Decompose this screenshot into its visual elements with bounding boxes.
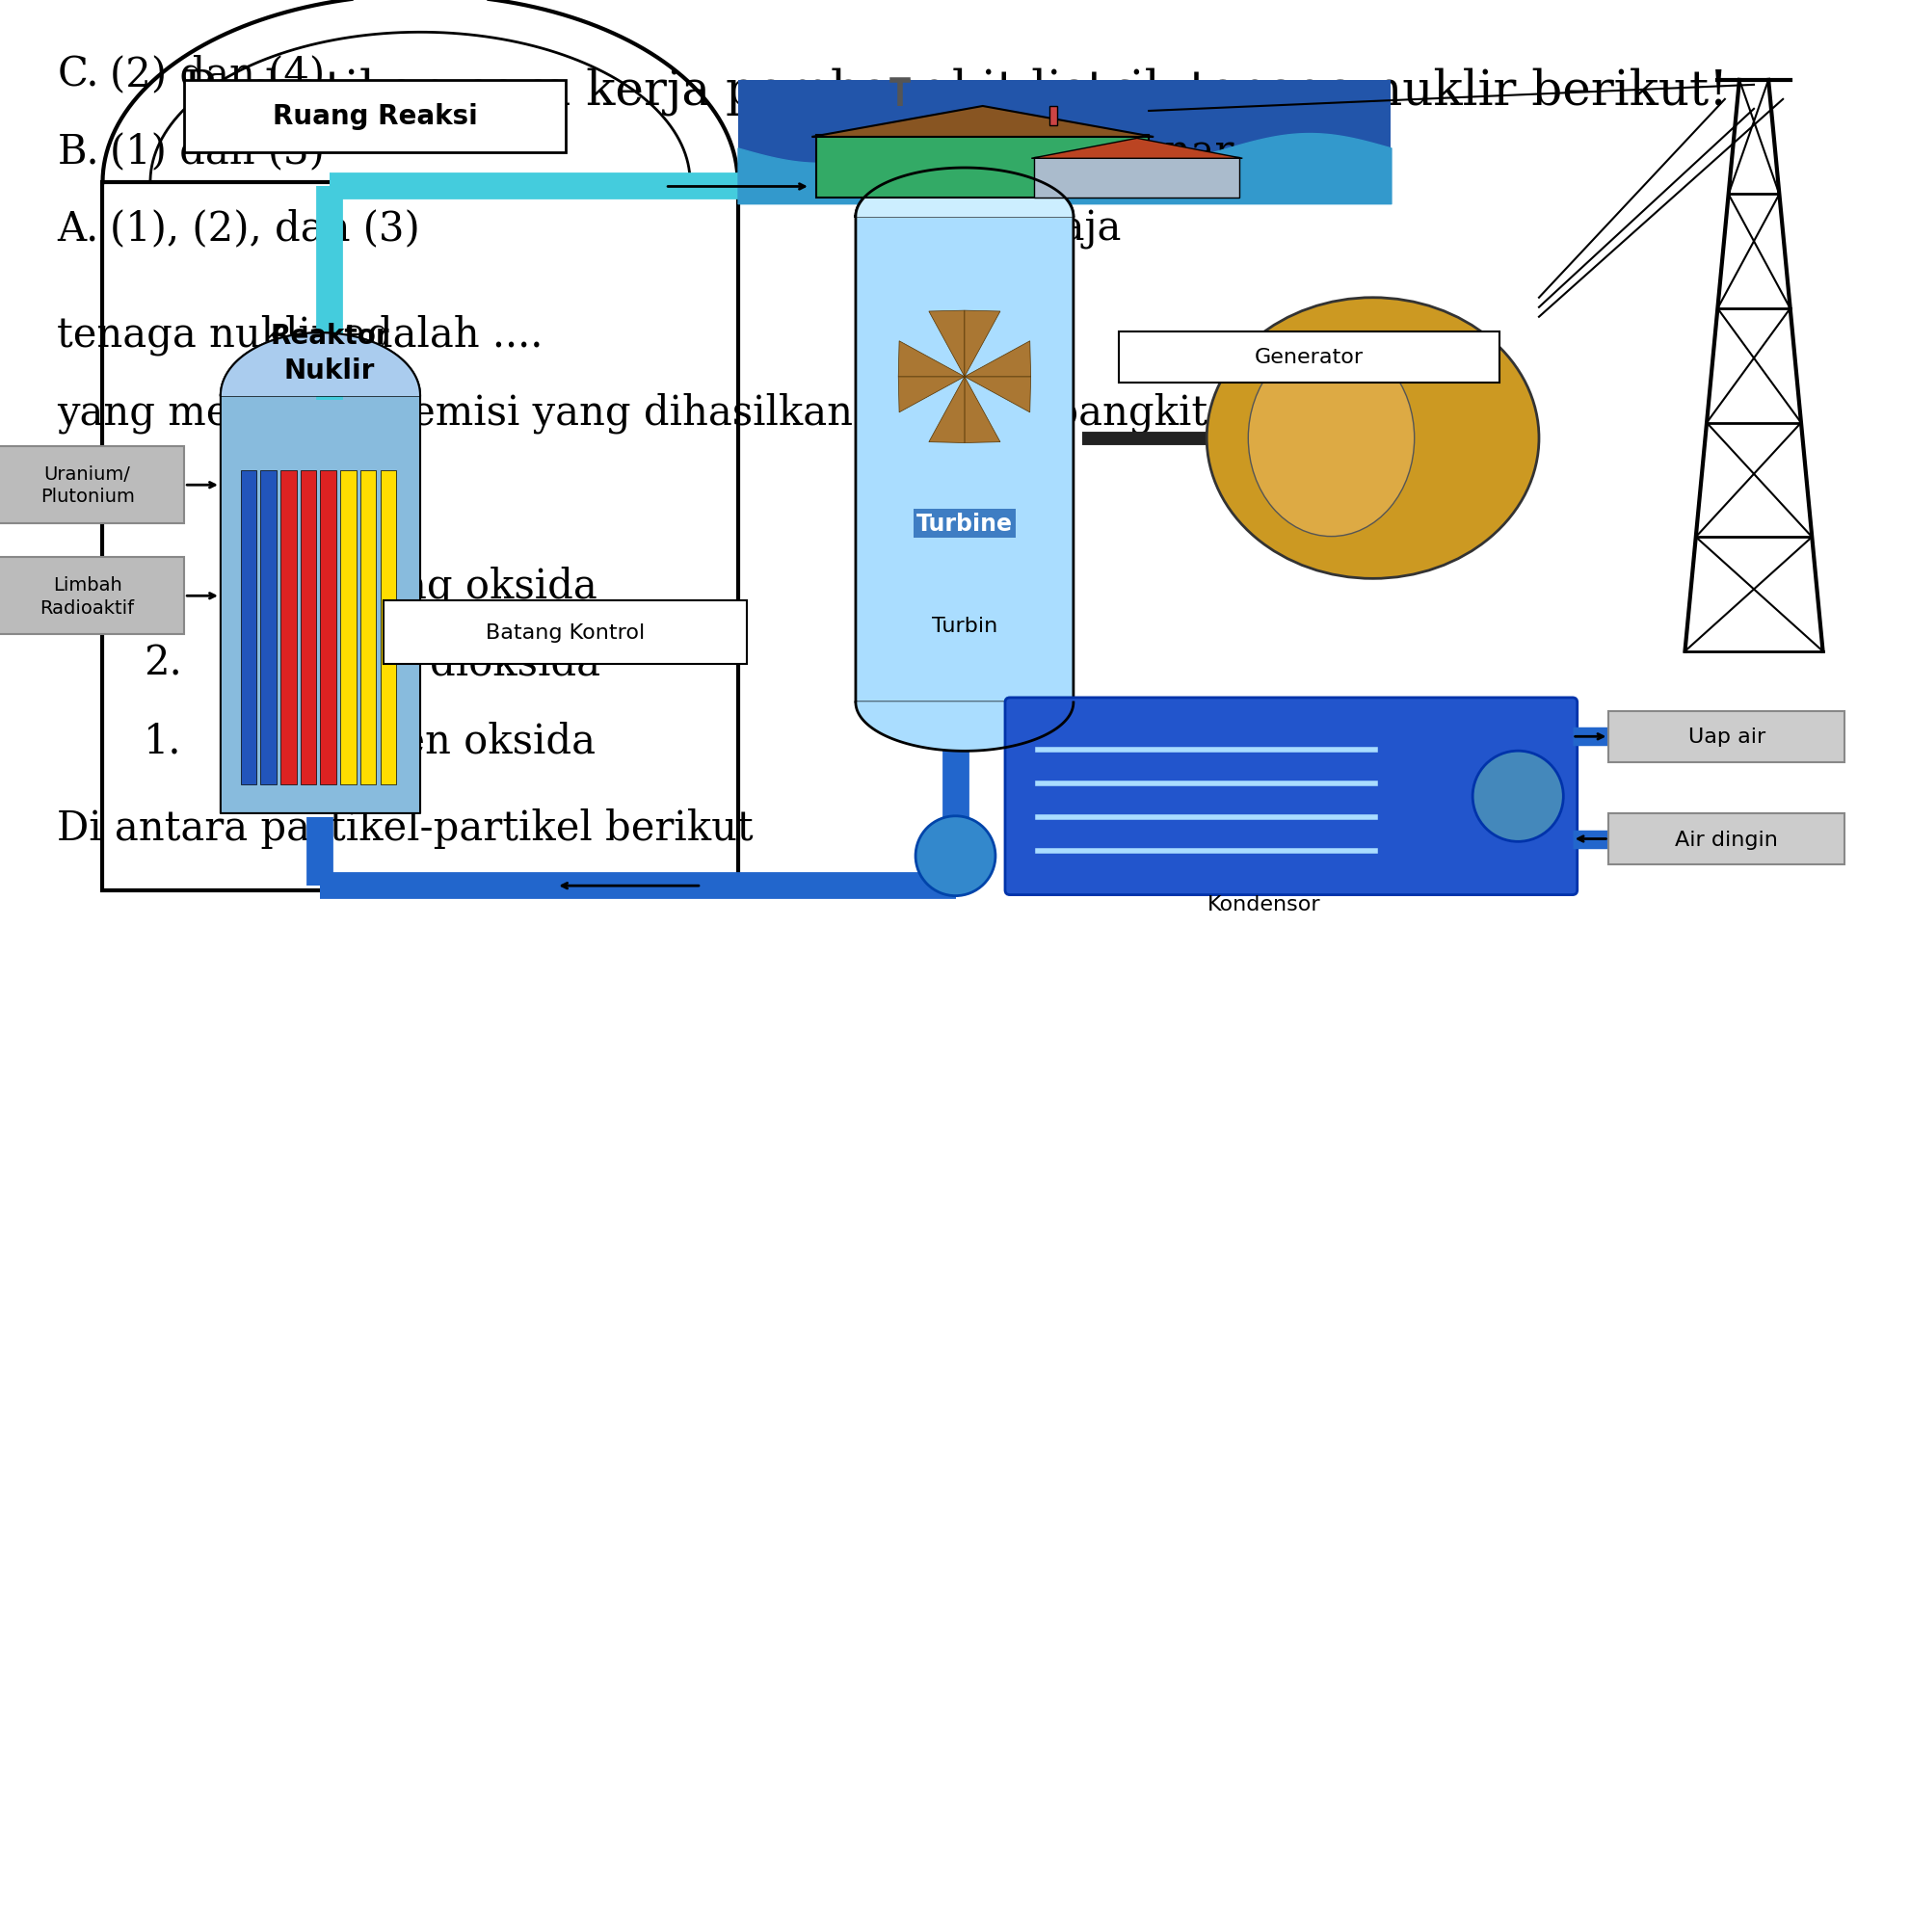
- Text: 2.: 2.: [143, 643, 181, 684]
- Text: Reaktor
Nuklir: Reaktor Nuklir: [269, 323, 390, 384]
- Text: (2) dan (4): (2) dan (4): [111, 54, 325, 95]
- Bar: [737, 81, 1390, 205]
- Ellipse shape: [1247, 340, 1413, 537]
- Bar: [340, 471, 355, 784]
- Bar: [816, 135, 1148, 199]
- Bar: [321, 471, 336, 784]
- Circle shape: [1473, 752, 1562, 842]
- Text: Ruang Reaksi: Ruang Reaksi: [271, 104, 478, 131]
- FancyBboxPatch shape: [183, 81, 565, 153]
- Text: Turbin: Turbin: [932, 616, 997, 636]
- Bar: [361, 471, 376, 784]
- Text: C.: C.: [57, 54, 99, 95]
- Text: Air dingin: Air dingin: [1675, 829, 1778, 848]
- Polygon shape: [1031, 139, 1242, 158]
- FancyBboxPatch shape: [384, 601, 747, 665]
- Polygon shape: [856, 168, 1073, 216]
- Text: Perhatikan cara kerja pembangkit listrik tenaga nuklir berikut!: Perhatikan cara kerja pembangkit listrik…: [183, 68, 1727, 116]
- Text: Uap air: Uap air: [267, 489, 420, 529]
- FancyBboxPatch shape: [1608, 711, 1843, 763]
- Text: Nitrogen oksida: Nitrogen oksida: [267, 721, 594, 761]
- Polygon shape: [856, 703, 1073, 752]
- Text: (4) saja: (4) saja: [970, 209, 1121, 249]
- Text: Generator: Generator: [1255, 348, 1364, 367]
- Bar: [1049, 106, 1056, 126]
- Bar: [300, 471, 317, 784]
- Polygon shape: [856, 168, 1073, 703]
- Text: Limbah
Radioaktif: Limbah Radioaktif: [40, 576, 134, 616]
- Polygon shape: [965, 377, 1029, 413]
- Text: yang merupakan emisi yang dihasilkan oleh pembangkit listrik: yang merupakan emisi yang dihasilkan ole…: [57, 392, 1339, 433]
- Text: B.: B.: [57, 131, 99, 172]
- Text: tenaga nuklir adalah ....: tenaga nuklir adalah ....: [57, 315, 542, 355]
- Text: Belerang oksida: Belerang oksida: [267, 566, 596, 607]
- Text: semua benar: semua benar: [970, 131, 1234, 172]
- FancyBboxPatch shape: [1005, 697, 1576, 895]
- Polygon shape: [812, 106, 1154, 137]
- Polygon shape: [965, 311, 999, 377]
- Text: 3.: 3.: [143, 566, 181, 607]
- Bar: [281, 471, 296, 784]
- Text: Uap air: Uap air: [1687, 728, 1765, 746]
- Polygon shape: [928, 311, 965, 377]
- Bar: [241, 471, 256, 784]
- Text: (1) dan (3): (1) dan (3): [111, 131, 325, 172]
- Bar: [380, 471, 395, 784]
- Polygon shape: [220, 334, 420, 813]
- Circle shape: [915, 817, 995, 896]
- Text: Uranium/
Plutonium: Uranium/ Plutonium: [40, 466, 134, 506]
- Ellipse shape: [1205, 298, 1538, 580]
- Text: D.: D.: [917, 209, 961, 249]
- Text: 4.: 4.: [143, 489, 181, 529]
- Text: Di antara partikel-partikel berikut: Di antara partikel-partikel berikut: [57, 808, 753, 848]
- FancyBboxPatch shape: [103, 184, 737, 891]
- Polygon shape: [928, 377, 965, 444]
- Bar: [1033, 158, 1240, 199]
- FancyBboxPatch shape: [0, 558, 183, 636]
- Text: Batang Kontrol: Batang Kontrol: [485, 622, 646, 641]
- Text: Turbine: Turbine: [917, 512, 1012, 535]
- Polygon shape: [898, 377, 965, 413]
- Text: E.: E.: [917, 131, 959, 172]
- Text: Kondensor: Kondensor: [1207, 895, 1320, 914]
- Polygon shape: [220, 334, 420, 396]
- Polygon shape: [965, 377, 999, 444]
- FancyBboxPatch shape: [0, 448, 183, 524]
- Text: 1.: 1.: [143, 721, 181, 761]
- FancyBboxPatch shape: [1608, 813, 1843, 866]
- Text: Karbon dioksida: Karbon dioksida: [267, 643, 600, 684]
- FancyBboxPatch shape: [1117, 332, 1499, 383]
- Text: (1), (2), dan (3): (1), (2), dan (3): [111, 209, 420, 249]
- Bar: [260, 471, 277, 784]
- Polygon shape: [898, 342, 965, 377]
- Text: A.: A.: [57, 209, 99, 249]
- Polygon shape: [965, 342, 1029, 377]
